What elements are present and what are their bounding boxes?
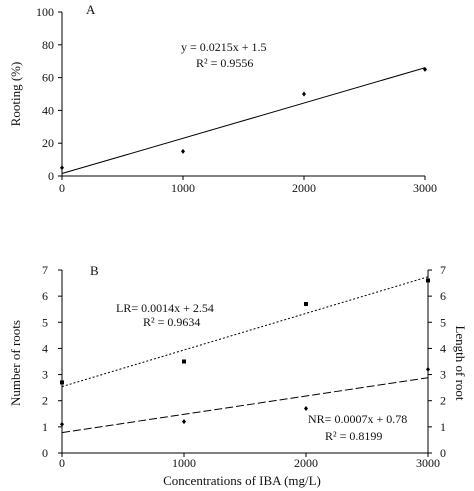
nr-data-point xyxy=(60,421,64,427)
x-tick-label: 3000 xyxy=(413,181,437,195)
y-tick-label: 60 xyxy=(42,71,54,85)
panel-b-y2-axis-title: Length of root xyxy=(453,325,468,400)
panel-a-equation: y = 0.0215x + 1.5 xyxy=(181,40,267,54)
panel-b-y-axis-title: Number of roots xyxy=(8,320,23,406)
lr-data-point xyxy=(304,301,308,306)
y-tick-label: 20 xyxy=(42,136,54,150)
x-tick-label: 2000 xyxy=(292,181,316,195)
data-point xyxy=(60,165,64,171)
nr-data-point xyxy=(182,419,186,425)
panel-a-label: A xyxy=(86,2,96,17)
panel-a-x-ticks: 0 1000 2000 3000 xyxy=(59,176,437,195)
lr-data-point xyxy=(60,380,64,385)
y-tick-label: 7 xyxy=(42,263,48,277)
panel-a-y-axis-title: Rooting (%) xyxy=(8,62,23,127)
y-tick-label: 0 xyxy=(48,169,54,183)
y-tick-label: 0 xyxy=(42,446,48,460)
x-tick-label: 1000 xyxy=(172,456,196,470)
panel-b-x-ticks: 0 1000 2000 3000 xyxy=(59,453,440,470)
panel-a-y-ticks: 0 20 40 60 80 100 xyxy=(36,5,62,183)
y2-tick-label: 6 xyxy=(440,289,446,303)
panel-b-lr-equation: LR= 0.0014x + 2.54 xyxy=(116,301,214,315)
lr-data-point xyxy=(426,278,430,283)
data-point xyxy=(302,91,306,97)
x-tick-label: 3000 xyxy=(416,456,440,470)
y2-tick-label: 0 xyxy=(440,446,446,460)
lr-trendline xyxy=(61,276,429,388)
panel-b-nr-equation: NR= 0.0007x + 0.78 xyxy=(308,412,407,426)
data-point xyxy=(423,66,427,72)
y2-tick-label: 4 xyxy=(440,341,446,355)
trendline xyxy=(61,67,426,175)
x-tick-label: 2000 xyxy=(294,456,318,470)
nr-data-point xyxy=(304,406,308,412)
y-tick-label: 40 xyxy=(42,103,54,117)
y-tick-label: 3 xyxy=(42,368,48,382)
x-tick-label: 0 xyxy=(59,456,65,470)
data-point xyxy=(181,148,185,154)
panel-a-data-points xyxy=(60,66,427,171)
y-tick-label: 2 xyxy=(42,394,48,408)
x-tick-label: 0 xyxy=(59,181,65,195)
y-tick-label: 5 xyxy=(42,315,48,329)
y2-tick-label: 2 xyxy=(440,394,446,408)
panel-a-axes xyxy=(61,12,425,177)
lr-data-point xyxy=(182,359,186,364)
chart-panel-b: 0 1 2 3 4 5 6 7 0 1 2 3 4 5 6 7 0 1000 2000 3000 B Number… xyxy=(8,263,468,488)
y2-tick-label: 1 xyxy=(440,420,446,434)
y-tick-label: 80 xyxy=(42,38,54,52)
panel-b-y-ticks: 0 1 2 3 4 5 6 7 xyxy=(42,263,62,460)
y2-tick-label: 5 xyxy=(440,315,446,329)
y-tick-label: 4 xyxy=(42,341,48,355)
y-tick-label: 1 xyxy=(42,420,48,434)
panel-b-x-axis-title: Concentrations of IBA (mg/L) xyxy=(163,473,321,488)
y2-tick-label: 3 xyxy=(440,368,446,382)
y2-tick-label: 7 xyxy=(440,263,446,277)
chart-panel-a: 0 20 40 60 80 100 0 1000 2000 3000 A Rooting (%)… xyxy=(8,2,437,195)
panel-b-nr-r2: R² = 0.8199 xyxy=(325,429,382,443)
nr-data-point xyxy=(426,366,430,372)
panel-b-lr-r2: R² = 0.9634 xyxy=(143,315,200,329)
panel-b-y2-ticks: 0 1 2 3 4 5 6 7 xyxy=(428,263,446,460)
y-tick-label: 100 xyxy=(36,5,54,19)
panel-b-label: B xyxy=(90,263,99,278)
nr-trendline xyxy=(61,377,429,434)
panel-b-data-points xyxy=(60,278,430,427)
panel-a-trendline xyxy=(61,67,426,175)
x-tick-label: 1000 xyxy=(171,181,195,195)
y-tick-label: 6 xyxy=(42,289,48,303)
panel-a-r2: R² = 0.9556 xyxy=(196,56,253,70)
panel-b-trendlines xyxy=(61,276,429,434)
